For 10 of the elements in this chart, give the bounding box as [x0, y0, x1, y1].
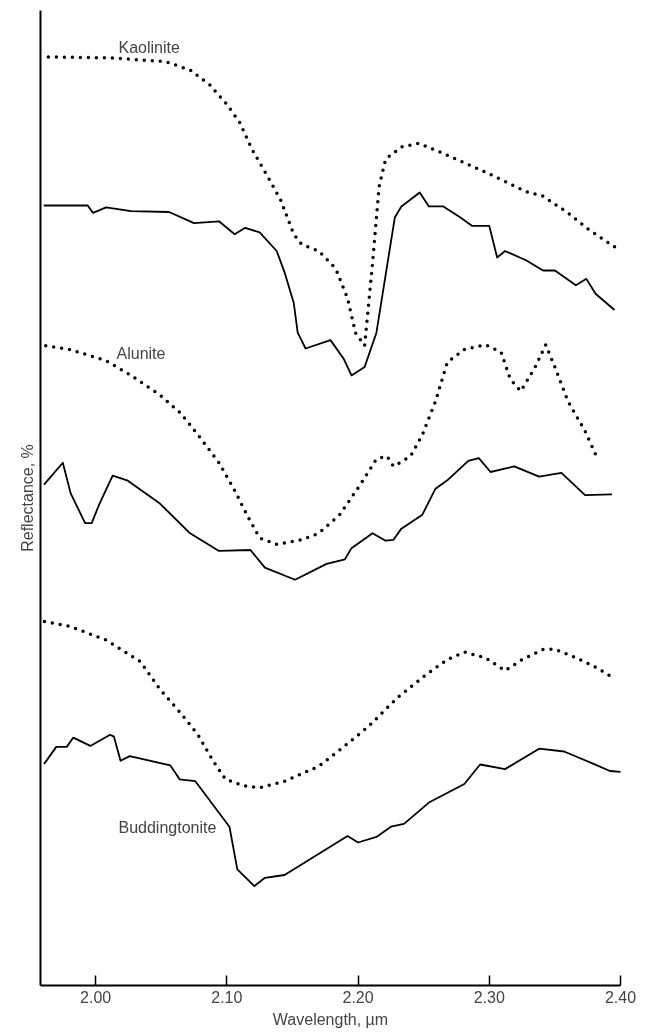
annotation: Buddingtonite	[118, 819, 217, 836]
x-tick-label: 2.20	[342, 988, 374, 1006]
text: Kaolinite	[118, 39, 180, 56]
x-tick-label: 2.30	[473, 988, 505, 1006]
x-tick-label: 2.00	[80, 988, 112, 1006]
y-axis-title: Reflectance, %	[18, 444, 36, 552]
x-tick-label: 2.40	[604, 988, 637, 1006]
x-axis-title: Wavelength, µm	[272, 1010, 389, 1028]
x-tick-label: 2.10	[211, 988, 243, 1006]
annotation: Alunite	[116, 345, 166, 362]
